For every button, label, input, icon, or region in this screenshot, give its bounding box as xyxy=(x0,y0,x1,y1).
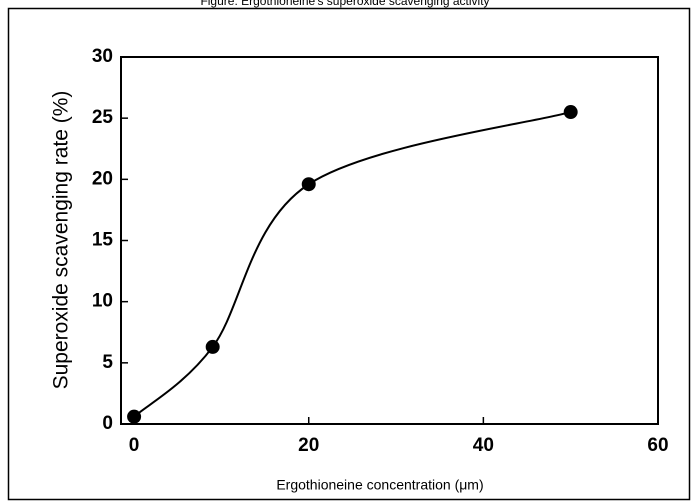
x-tick-label: 20 xyxy=(298,435,319,456)
x-tick-label: 40 xyxy=(473,435,494,456)
x-tick-label: 60 xyxy=(647,435,668,456)
y-tick-label: 20 xyxy=(92,168,113,189)
marker xyxy=(127,409,142,424)
marker xyxy=(205,339,220,354)
y-tick-label: 10 xyxy=(92,291,113,312)
marker xyxy=(301,177,316,192)
y-tick-label: 25 xyxy=(92,107,114,128)
x-axis-label: Ergothioneine concentration (μm) xyxy=(276,477,483,493)
y-tick-label: 0 xyxy=(102,413,113,434)
y-tick-label: 30 xyxy=(92,46,113,67)
y-axis-label: Superoxide scavenging rate (%) xyxy=(50,91,73,390)
marker xyxy=(563,105,578,120)
x-tick-label: 0 xyxy=(129,435,140,456)
line xyxy=(133,111,571,418)
y-tick-label: 15 xyxy=(92,230,114,251)
outer-frame xyxy=(7,7,691,501)
chart-title: Figure: Ergothioneine's superoxide scave… xyxy=(200,0,489,8)
y-tick-label: 5 xyxy=(102,352,113,373)
